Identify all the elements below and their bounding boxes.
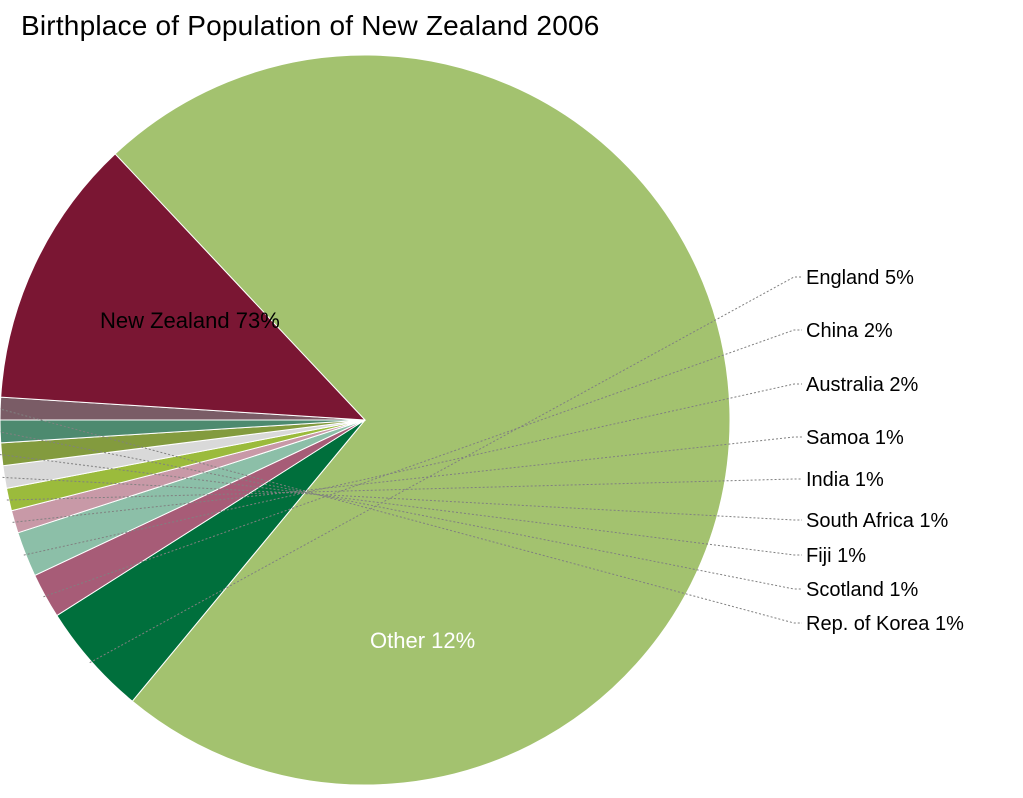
legend-label: Scotland 1% xyxy=(806,579,919,601)
slice-label: New Zealand 73% xyxy=(100,308,280,333)
legend-label: South Africa 1% xyxy=(806,510,949,532)
legend-label: Samoa 1% xyxy=(806,427,904,449)
legend-label: Fiji 1% xyxy=(806,545,866,567)
legend-label: China 2% xyxy=(806,320,893,342)
legend-label: England 5% xyxy=(806,267,914,289)
pie-chart: New Zealand 73% England 5% China 2% Austral… xyxy=(0,0,1023,798)
legend-label: Australia 2% xyxy=(806,374,918,396)
legend-label: India 1% xyxy=(806,469,884,491)
slice-label: Other 12% xyxy=(370,628,475,653)
legend-label: Rep. of Korea 1% xyxy=(806,613,964,635)
